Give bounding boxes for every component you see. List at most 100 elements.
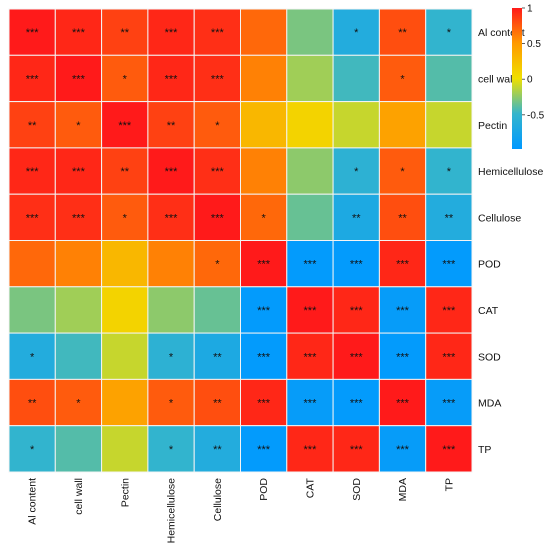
column-label: POD [258,478,270,501]
heatmap-cell [101,147,149,195]
row-label: POD [478,259,501,271]
significance-label: *** [257,444,271,456]
heatmap-cell [286,193,334,241]
heatmap-cell [193,332,241,380]
significance-label: *** [26,73,40,85]
significance-label: *** [304,259,318,271]
significance-label: *** [257,398,271,410]
heatmap-cell [54,286,103,334]
significance-label: ** [120,27,129,39]
significance-label: *** [26,212,40,224]
significance-label: * [169,444,174,456]
significance-label: *** [72,73,86,85]
heatmap-cell [240,286,288,334]
heatmap-cell [286,240,334,288]
heatmap-cell [193,101,241,149]
heatmap-cells: *** *** ** *** *** * ** **** *** * *** *** *** * *** **… [8,8,473,473]
heatmap-cell [54,193,103,241]
significance-label: *** [350,398,364,410]
significance-label: *** [26,166,40,178]
significance-label: *** [396,351,410,363]
significance-label: *** [211,212,225,224]
heatmap-cell [147,286,195,334]
column-label: Cellulose [212,478,224,521]
significance-label: *** [257,351,271,363]
significance-label: ** [213,444,222,456]
significance-label: ** [398,212,407,224]
significance-label: ** [28,398,37,410]
heatmap-cell [286,8,334,56]
significance-label: *** [304,398,318,410]
significance-label: * [354,166,359,178]
heatmap-cell [425,8,473,56]
significance-label: *** [396,305,410,317]
heatmap-cell [54,147,103,195]
heatmap-cell [101,101,149,149]
significance-label: ** [28,120,37,132]
column-label: MDA [397,478,409,501]
heatmap-cell [147,240,195,288]
significance-label: *** [396,398,410,410]
heatmap-cell [378,101,427,149]
heatmap-cell [332,54,380,103]
significance-label: *** [26,27,40,39]
heatmap-cell [286,54,334,103]
heatmap-cell [425,286,473,334]
heatmap-cell [101,8,149,56]
heatmap-cell [54,332,103,380]
significance-label: * [30,351,35,363]
heatmap-cell [240,332,288,380]
significance-label: *** [304,351,318,363]
significance-label: ** [213,398,222,410]
heatmap-cell [101,240,149,288]
significance-label: *** [257,305,271,317]
significance-label: *** [350,444,364,456]
heatmap-cell [193,378,241,427]
heatmap-cell [425,240,473,288]
significance-label: ** [167,120,176,132]
significance-label: ** [445,212,454,224]
heatmap-cell [8,240,56,288]
significance-label: ** [120,166,129,178]
significance-label: *** [442,398,456,410]
heatmap-cell [54,101,103,149]
heatmap-cell [193,425,241,473]
significance-label: * [447,166,452,178]
significance-label: *** [165,166,179,178]
colorbar-gradient [512,8,522,149]
column-label: cell wall [73,478,85,515]
heatmap-cell [54,8,103,56]
colorbar-tick-label: 0 [527,75,533,86]
heatmap-cell [240,54,288,103]
significance-label: ** [398,27,407,39]
heatmap-cell [425,378,473,427]
significance-label: *** [442,444,456,456]
significance-label: *** [72,27,86,39]
significance-label: *** [118,120,132,132]
significance-label: * [215,259,220,271]
heatmap-cell [8,8,56,56]
significance-label: *** [350,259,364,271]
significance-label: * [169,398,174,410]
significance-label: * [354,27,359,39]
colorbar-tick-label: 1 [527,4,533,15]
significance-label: * [76,398,81,410]
significance-label: *** [72,212,86,224]
significance-label: * [169,351,174,363]
heatmap-cell [193,286,241,334]
heatmap-cell [54,240,103,288]
heatmap-cell [378,54,427,103]
column-labels: Al content cell wall Pectin Hemicellulose Ce… [27,477,456,543]
significance-label: *** [211,73,225,85]
heatmap-cell [8,147,56,195]
heatmap-cell [240,101,288,149]
significance-label: *** [304,305,318,317]
heatmap-cell [147,425,195,473]
column-label: TP [443,478,455,491]
significance-label: * [400,166,405,178]
row-label: cell wall [478,73,515,85]
heatmap-cell [54,54,103,103]
heatmap-cell [147,332,195,380]
